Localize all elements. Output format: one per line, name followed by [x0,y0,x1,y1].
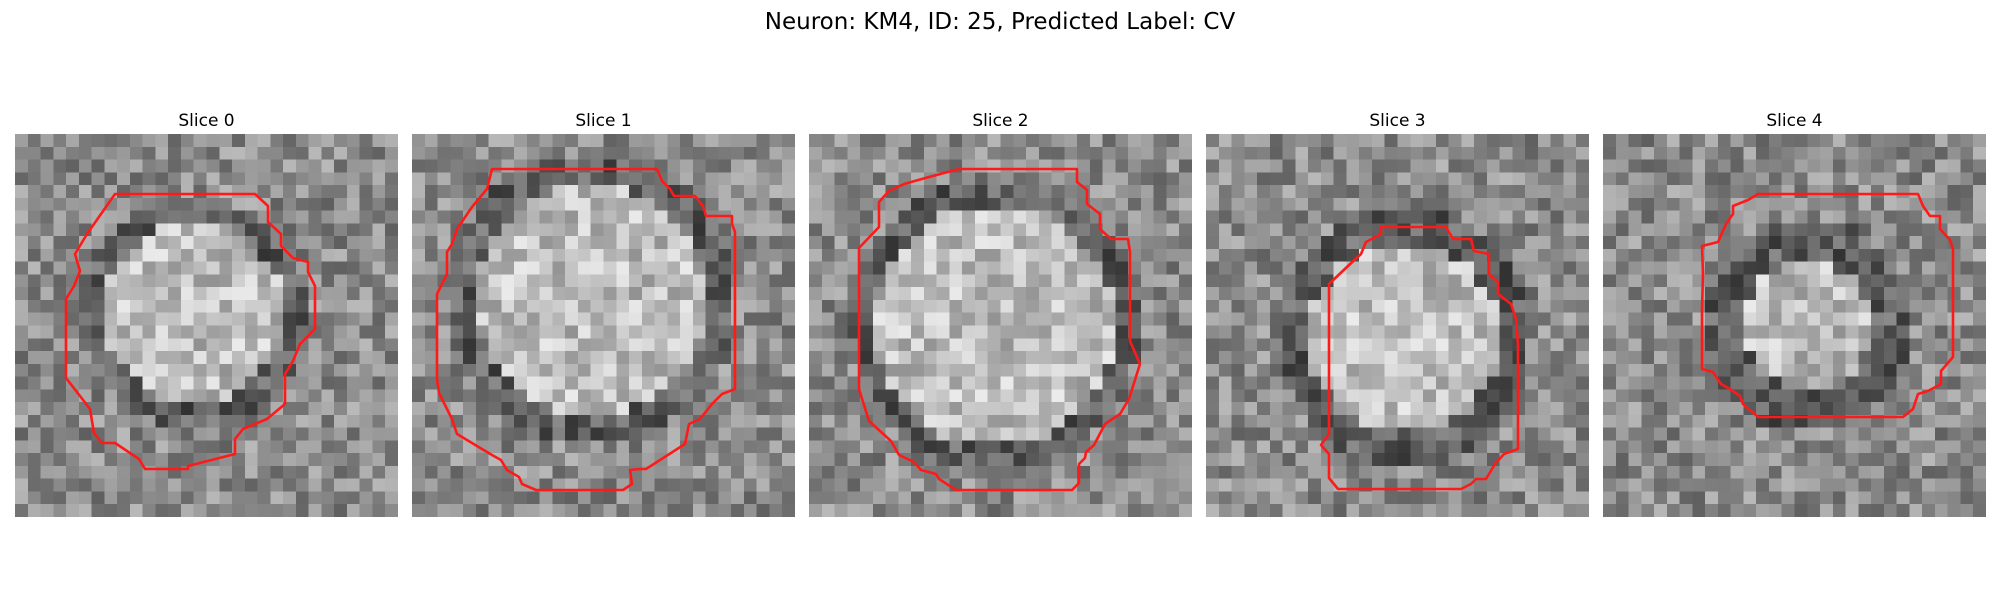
slice-image-2 [809,134,1192,517]
contour-overlay-2 [857,167,1142,492]
segmentation-contour-3 [1319,225,1520,491]
slice-image-3 [1206,134,1589,517]
segmentation-contour-0 [64,192,317,471]
contour-overlay-4 [1700,192,1955,419]
figure-title: Neuron: KM4, ID: 25, Predicted Label: CV [764,9,1236,35]
slice-image-4 [1603,134,1986,517]
contour-overlay-0 [64,192,317,471]
slice-title-3: Slice 3 [1369,111,1426,131]
grayscale-noise-1 [412,134,795,517]
slice-title-1: Slice 1 [575,111,632,131]
segmentation-contour-1 [435,167,737,492]
slice-image-1 [412,134,795,517]
grayscale-noise-3 [1206,134,1589,517]
grayscale-noise-4 [1603,134,1986,517]
slice-image-0 [15,134,398,517]
slice-title-0: Slice 0 [178,111,235,131]
slice-title-2: Slice 2 [972,111,1029,131]
contour-overlay-3 [1319,225,1520,491]
grayscale-noise-0 [15,134,398,517]
slice-title-4: Slice 4 [1766,111,1823,131]
segmentation-contour-4 [1700,192,1955,419]
grayscale-noise-2 [809,134,1192,517]
contour-overlay-1 [435,167,737,492]
segmentation-contour-2 [857,167,1142,492]
